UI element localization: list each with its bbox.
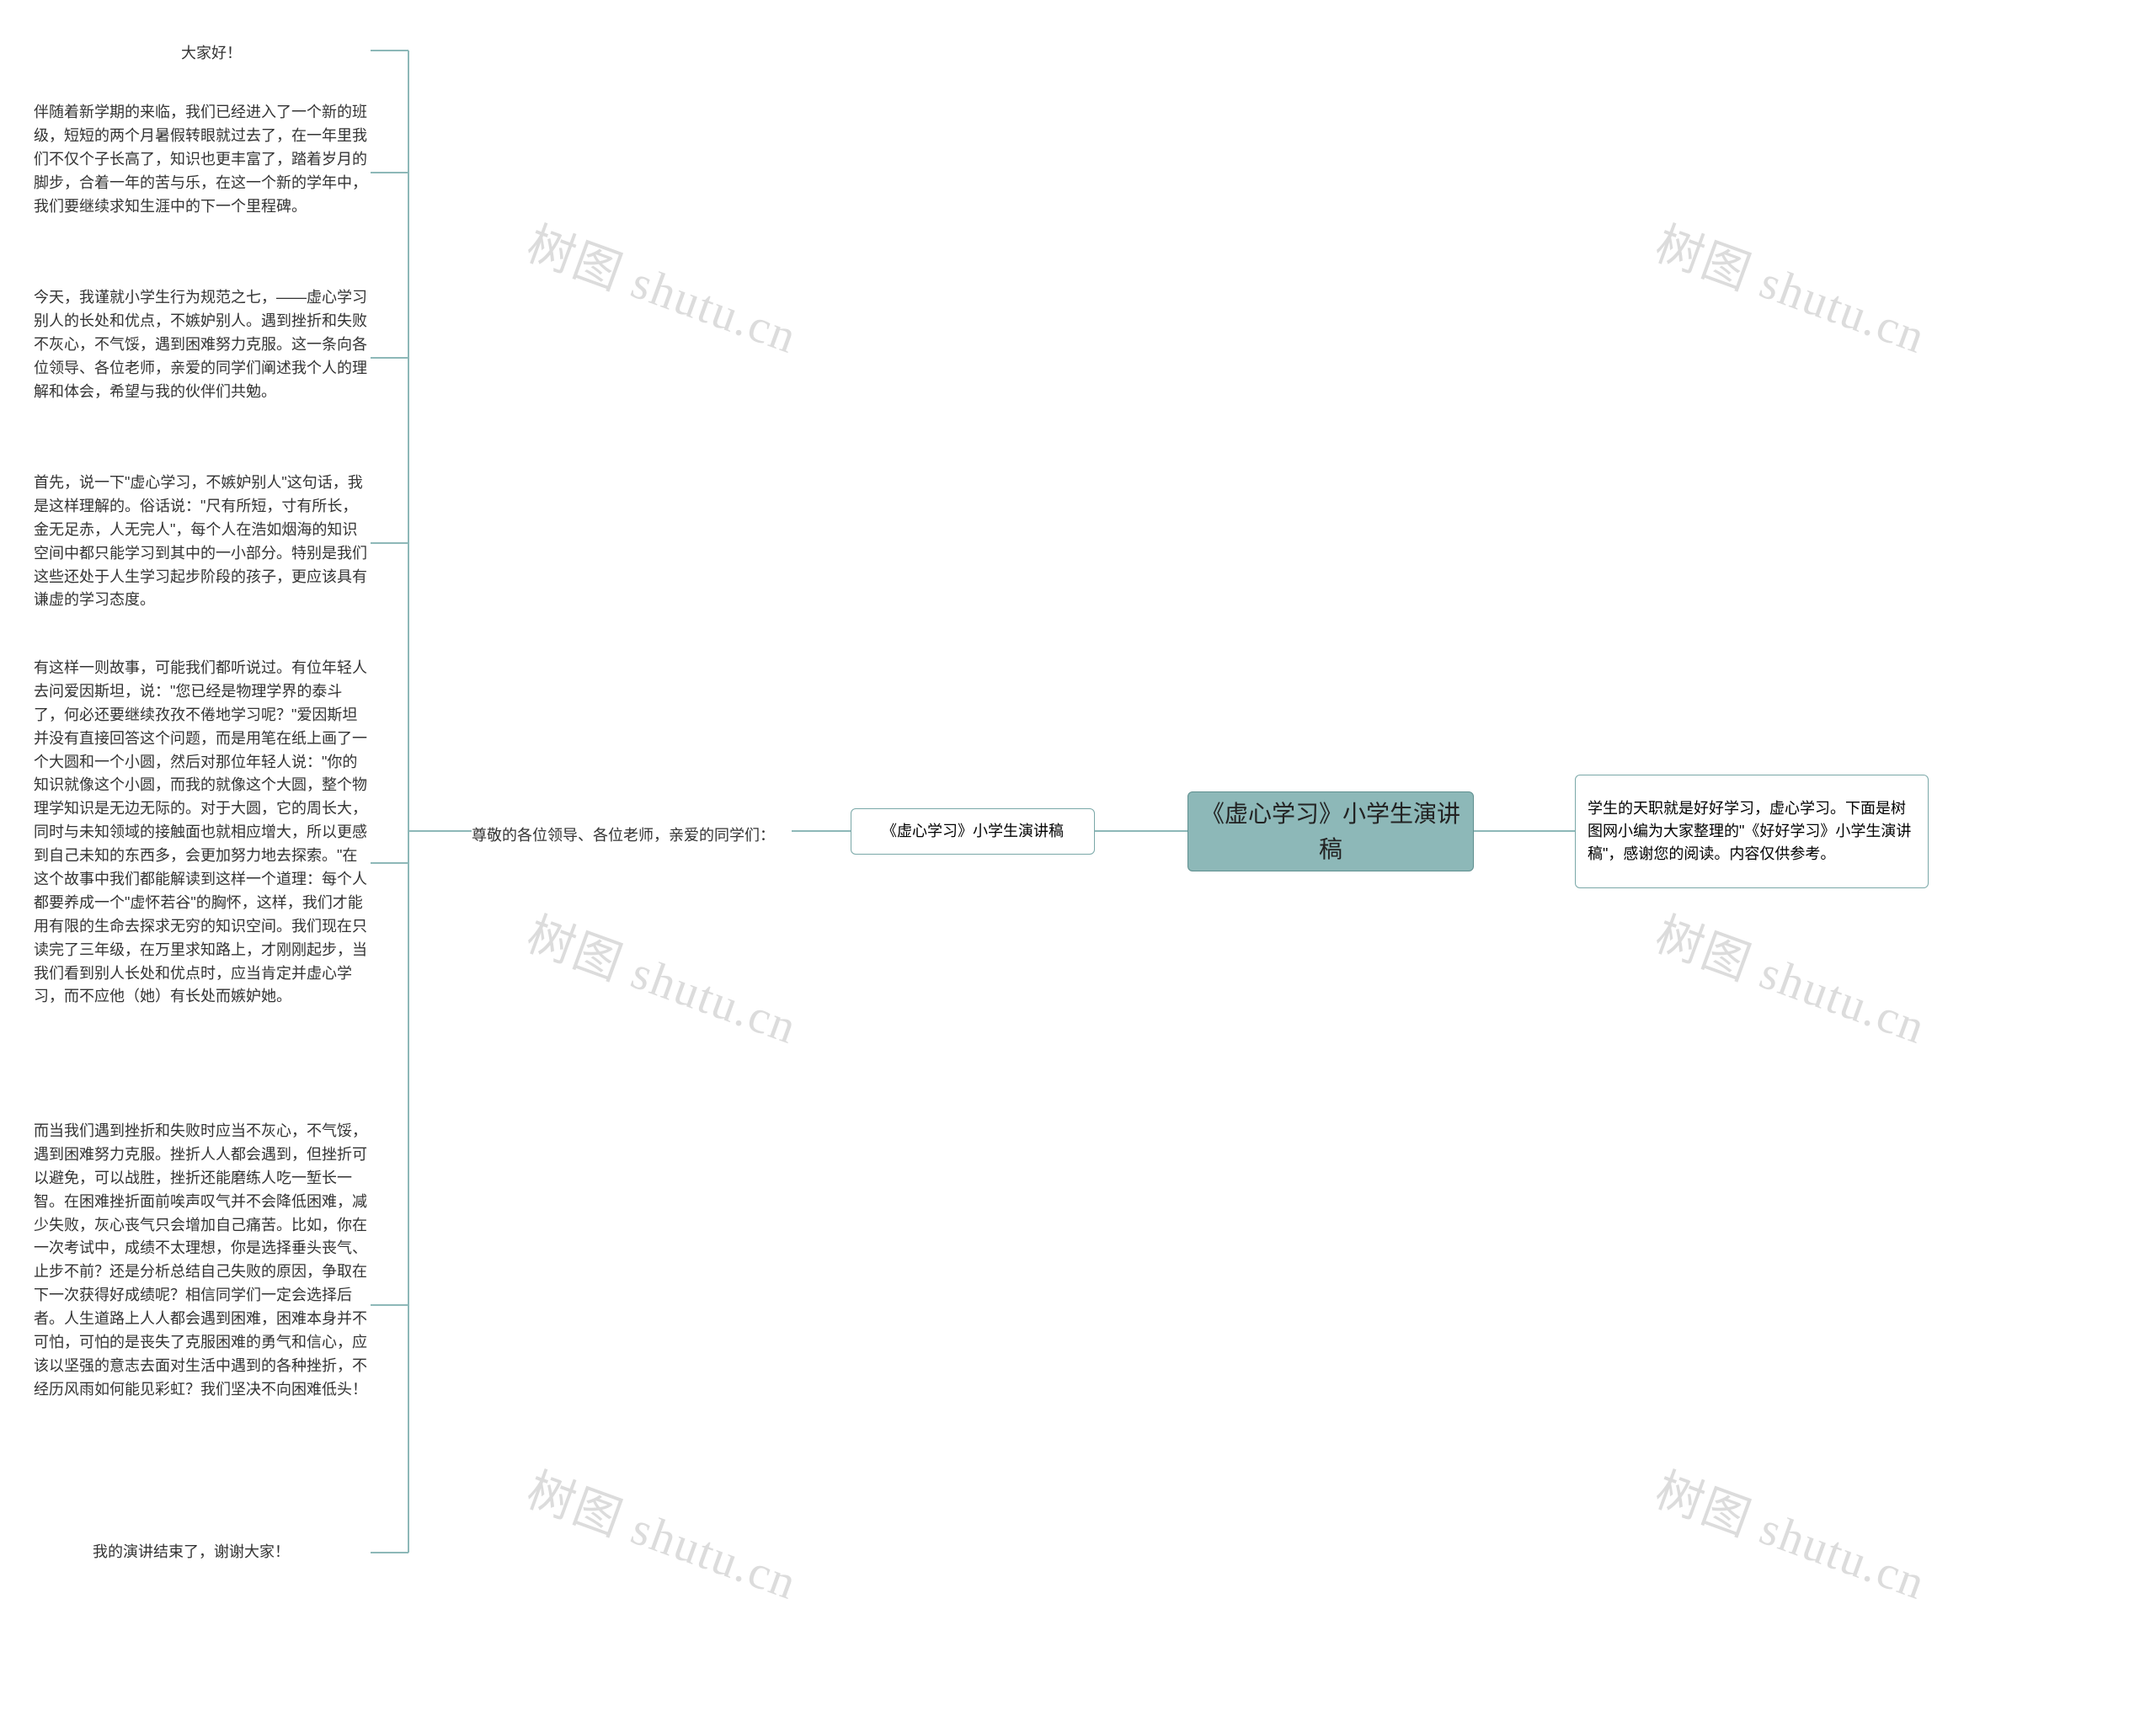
leaf-node[interactable]: 今天，我谨就小学生行为规范之七，——虚心学习别人的长处和优点，不嫉妒别人。遇到挫… <box>34 286 371 403</box>
watermark: 树图 shutu.cn <box>1647 897 1937 1058</box>
level2-label-text: 尊敬的各位领导、各位老师，亲爱的同学们： <box>472 827 775 844</box>
level2-label[interactable]: 尊敬的各位领导、各位老师，亲爱的同学们： <box>472 823 775 845</box>
leaf-node[interactable]: 伴随着新学期的来临，我们已经进入了一个新的班级，短短的两个月暑假转眼就过去了，在… <box>34 101 371 218</box>
leaf-text: 今天，我谨就小学生行为规范之七，——虚心学习别人的长处和优点，不嫉妒别人。遇到挫… <box>34 289 367 400</box>
leaf-text: 而当我们遇到挫折和失败时应当不灰心，不气馁，遇到困难努力克服。挫折人人都会遇到，… <box>34 1122 367 1398</box>
root-node-text: 《虚心学习》小学生演讲稿 <box>1200 797 1461 867</box>
watermark: 树图 shutu.cn <box>519 897 808 1058</box>
leaf-text: 大家好！ <box>181 45 242 61</box>
watermark: 树图 shutu.cn <box>519 1452 808 1613</box>
watermark: 树图 shutu.cn <box>519 206 808 367</box>
mindmap-root-node[interactable]: 《虚心学习》小学生演讲稿 <box>1187 791 1474 871</box>
leaf-text: 伴随着新学期的来临，我们已经进入了一个新的班级，短短的两个月暑假转眼就过去了，在… <box>34 104 367 215</box>
watermark: 树图 shutu.cn <box>1647 1452 1937 1613</box>
leaf-text: 我的演讲结束了，谢谢大家！ <box>93 1543 290 1560</box>
mindmap-right-child-node[interactable]: 学生的天职就是好好学习，虚心学习。下面是树图网小编为大家整理的"《好好学习》小学… <box>1575 775 1929 888</box>
leaf-text: 首先，说一下"虚心学习，不嫉妒别人"这句话，我是这样理解的。俗话说："尺有所短，… <box>34 474 367 608</box>
leaf-node[interactable]: 首先，说一下"虚心学习，不嫉妒别人"这句话，我是这样理解的。俗话说："尺有所短，… <box>34 472 371 612</box>
leaf-node[interactable]: 大家好！ <box>181 42 392 66</box>
leaf-node[interactable]: 我的演讲结束了，谢谢大家！ <box>93 1541 362 1564</box>
left-child-text: 《虚心学习》小学生演讲稿 <box>882 820 1064 843</box>
mindmap-left-child-node[interactable]: 《虚心学习》小学生演讲稿 <box>851 808 1095 855</box>
leaf-node[interactable]: 有这样一则故事，可能我们都听说过。有位年轻人去问爱因斯坦，说："您已经是物理学界… <box>34 657 371 1009</box>
leaf-text: 有这样一则故事，可能我们都听说过。有位年轻人去问爱因斯坦，说："您已经是物理学界… <box>34 659 367 1004</box>
right-child-text: 学生的天职就是好好学习，虚心学习。下面是树图网小编为大家整理的"《好好学习》小学… <box>1588 797 1916 866</box>
watermark: 树图 shutu.cn <box>1647 206 1937 367</box>
leaf-node[interactable]: 而当我们遇到挫折和失败时应当不灰心，不气馁，遇到困难努力克服。挫折人人都会遇到，… <box>34 1120 371 1402</box>
